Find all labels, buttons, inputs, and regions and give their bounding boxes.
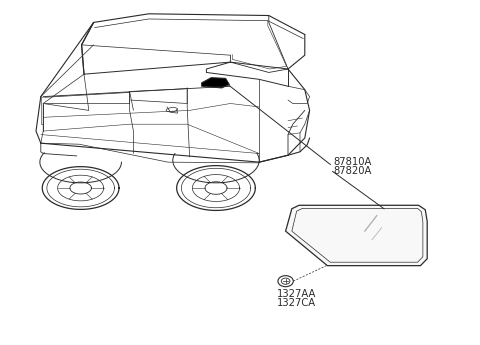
Text: 87820A: 87820A [334, 166, 372, 176]
Polygon shape [286, 205, 427, 266]
Polygon shape [202, 78, 229, 88]
Text: 1327CA: 1327CA [277, 298, 316, 308]
Text: 87810A: 87810A [334, 157, 372, 167]
Text: 1327AA: 1327AA [277, 289, 316, 299]
